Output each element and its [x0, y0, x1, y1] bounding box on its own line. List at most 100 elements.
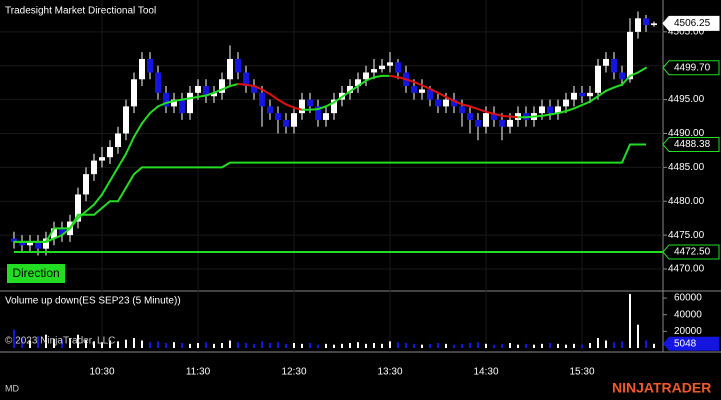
volume-bar [533, 344, 535, 348]
volume-bar [93, 341, 95, 348]
candle-body [387, 62, 393, 66]
volume-marker-label: 5048 [674, 338, 697, 349]
volume-bar [405, 343, 407, 348]
volume-bar [501, 343, 503, 348]
ma-line [109, 166, 119, 182]
volume-bar [453, 344, 455, 348]
copyright: © 2023 NinjaTrader, LLC [5, 336, 115, 347]
price-marker-label: 4506.25 [674, 18, 711, 29]
y-tick-label: 4480.00 [668, 196, 705, 207]
candle-body [443, 99, 449, 107]
ma-line [69, 217, 79, 230]
ma-line [445, 95, 455, 102]
volume-bar [45, 334, 47, 348]
button-label[interactable]: Direction [12, 266, 59, 280]
candle-body [331, 99, 337, 114]
ma-line [309, 108, 319, 111]
volume-bar [213, 343, 215, 348]
candle-body [59, 228, 65, 236]
volume-bar [197, 343, 199, 348]
ma-line [77, 210, 87, 220]
candle-body [595, 65, 601, 93]
ma-line [541, 113, 551, 117]
ma-line [293, 106, 303, 111]
volume-bar [29, 340, 31, 348]
ma-line [325, 101, 335, 108]
ma-line [117, 152, 127, 169]
candle-body [379, 65, 385, 70]
candle-body [571, 92, 577, 100]
x-tick-label: 12:30 [281, 367, 306, 378]
volume-bar [245, 343, 247, 348]
y-tick-label: 4475.00 [668, 230, 705, 241]
candle-body [475, 119, 481, 127]
volume-bar [557, 343, 559, 348]
ma-line [189, 95, 199, 100]
volume-bar [37, 336, 39, 348]
candle-body [539, 106, 545, 114]
ma-line [229, 83, 239, 88]
candle-body [163, 92, 169, 107]
x-tick-label: 10:30 [89, 367, 114, 378]
volume-bar [581, 344, 583, 348]
volume-bar [629, 293, 631, 348]
volume-bar [77, 334, 79, 348]
candle-body [267, 106, 273, 114]
volume-bar [637, 324, 639, 348]
candle-body [275, 113, 281, 120]
ma-line [365, 76, 375, 82]
candle-body [203, 86, 209, 97]
volume-bar [325, 343, 327, 348]
ma-line [637, 66, 647, 74]
volume-bar [133, 338, 135, 348]
volume-bar [157, 341, 159, 348]
candle-body [219, 79, 225, 93]
ma-line [605, 86, 615, 92]
direction-button[interactable] [7, 264, 65, 283]
candle-body [43, 238, 49, 249]
ma-line [277, 98, 287, 106]
y-tick-label: 4485.00 [668, 162, 705, 173]
candle-body [435, 99, 441, 107]
volume-bar [189, 343, 191, 348]
volume-bar [621, 341, 623, 348]
candle-body [75, 194, 81, 222]
ma-line [565, 107, 575, 113]
ma-line [181, 97, 191, 101]
candle-body [131, 79, 137, 107]
volume-bar [397, 342, 399, 348]
price-marker [662, 136, 720, 152]
candle-body [315, 106, 321, 120]
candle-body [635, 18, 641, 32]
candle-body [491, 113, 497, 120]
candle-body [115, 133, 121, 148]
volume-bar [573, 343, 575, 348]
candle-body [83, 174, 89, 195]
volume-bar [597, 338, 599, 348]
volume-bar [589, 343, 591, 348]
x-tick-label: 14:30 [473, 367, 498, 378]
volume-bar [429, 343, 431, 348]
candle-body [99, 157, 105, 161]
volume-bar [565, 344, 567, 348]
ma-line [349, 85, 359, 93]
ma-line [285, 103, 295, 109]
x-tick-label: 11:30 [186, 367, 211, 378]
volume-bar [509, 343, 511, 348]
volume-bar [341, 343, 343, 348]
candle-body [411, 86, 417, 93]
volume-marker [663, 336, 719, 351]
ma-line [245, 83, 255, 88]
volume-bar [605, 340, 607, 348]
candle-body [619, 72, 625, 80]
candle-body [323, 113, 329, 120]
volume-bar [309, 343, 311, 348]
ma-line [413, 80, 423, 87]
ma-line [437, 91, 447, 98]
ma-line [133, 122, 143, 138]
volume-bar [149, 342, 151, 348]
candle-body [507, 119, 513, 127]
volume-bar [493, 344, 495, 348]
ma-line [85, 203, 95, 213]
ma-line [549, 112, 559, 116]
